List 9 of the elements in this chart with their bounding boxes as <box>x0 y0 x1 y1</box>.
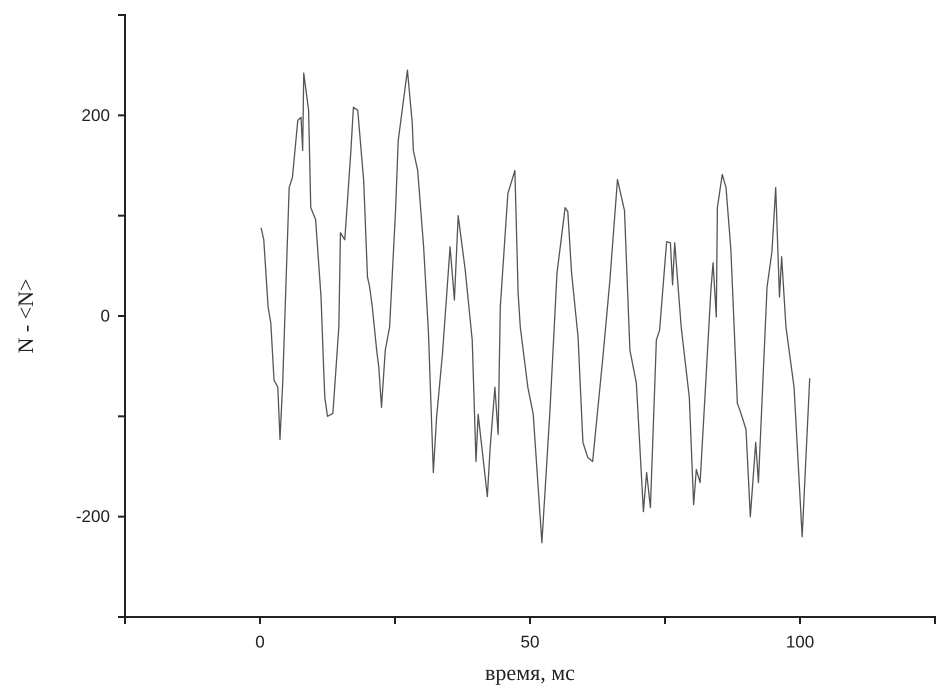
y-tick-label: 0 <box>100 306 110 326</box>
x-tick-label: 100 <box>786 632 814 652</box>
y-tick-label: -200 <box>76 507 110 526</box>
y-tick-label: 200 <box>82 106 110 125</box>
x-axis-title: время, мс <box>485 660 576 685</box>
x-tick-label: 0 <box>255 632 265 652</box>
line-series <box>260 70 810 544</box>
x-tick-label: 50 <box>520 632 540 652</box>
y-axis-title: N - <N> <box>13 278 38 354</box>
